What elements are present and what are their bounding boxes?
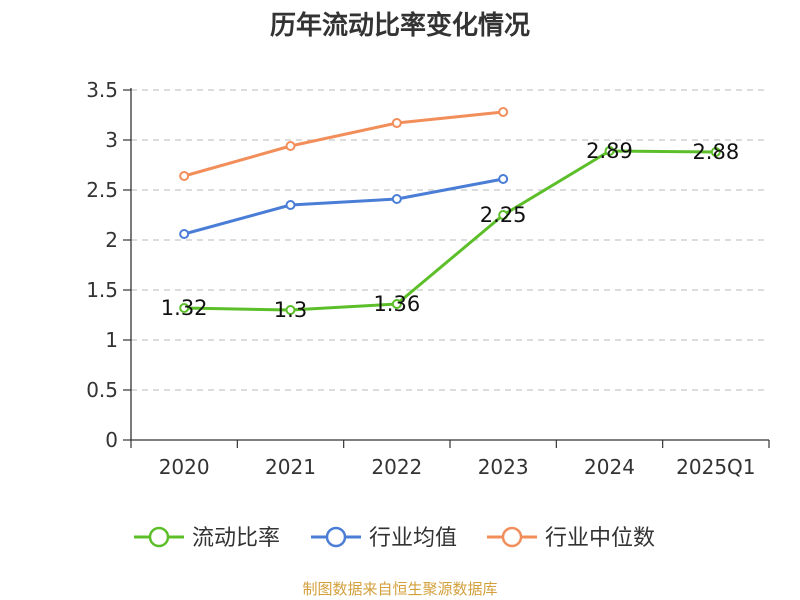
legend-item: 行业均值 (311, 526, 457, 551)
data-label: 1.32 (161, 296, 208, 320)
legend-label: 行业中位数 (545, 526, 655, 551)
data-label: 2.88 (692, 140, 739, 164)
series-point-2 (179, 171, 190, 181)
data-label: 2.89 (586, 139, 633, 163)
x-tick-label: 2020 (159, 455, 210, 479)
series-point-2 (285, 141, 296, 151)
data-label: 1.36 (373, 292, 420, 316)
legend-marker (148, 526, 170, 548)
series-point-0 (710, 147, 721, 157)
legend-label: 行业均值 (369, 526, 457, 551)
series-point-0 (604, 146, 615, 156)
series-point-2 (391, 118, 402, 128)
series-point-1 (179, 229, 190, 239)
series-point-0 (179, 303, 190, 313)
x-tick-label: 2024 (584, 455, 635, 479)
legend-item: 行业中位数 (487, 526, 655, 551)
series-line-0 (184, 149, 716, 312)
series-point-1 (285, 200, 296, 210)
chart-title: 历年流动比率变化情况 (269, 11, 530, 41)
x-tick-label: 2021 (265, 455, 316, 479)
series-point-0 (391, 299, 402, 309)
series-point-0 (285, 305, 296, 315)
y-tick-label: 2 (105, 228, 118, 252)
x-tick-label: 2022 (371, 455, 422, 479)
legend-item: 流动比率 (134, 526, 280, 551)
y-tick-label: 2.5 (86, 178, 118, 202)
y-tick-label: 0 (105, 428, 118, 452)
y-tick-label: 1 (105, 328, 118, 352)
y-tick-label: 3.5 (86, 78, 118, 102)
series-point-1 (498, 174, 509, 184)
x-tick-label: 2023 (478, 455, 529, 479)
legend-marker (501, 526, 523, 548)
y-tick-label: 0.5 (86, 378, 118, 402)
legend-marker (325, 526, 347, 548)
data-label: 2.25 (480, 203, 527, 227)
legend-label: 流动比率 (192, 526, 280, 551)
y-tick-label: 1.5 (86, 278, 118, 302)
data-label: 1.3 (274, 298, 307, 322)
x-tick-label: 2025Q1 (676, 455, 755, 479)
series-point-0 (498, 210, 509, 220)
y-tick-label: 3 (105, 128, 118, 152)
series-point-2 (498, 107, 509, 117)
source-note: 制图数据来自恒生聚源数据库 (302, 580, 498, 598)
series-line-2 (183, 110, 504, 178)
series-line-1 (183, 177, 504, 236)
series-point-1 (391, 194, 402, 204)
